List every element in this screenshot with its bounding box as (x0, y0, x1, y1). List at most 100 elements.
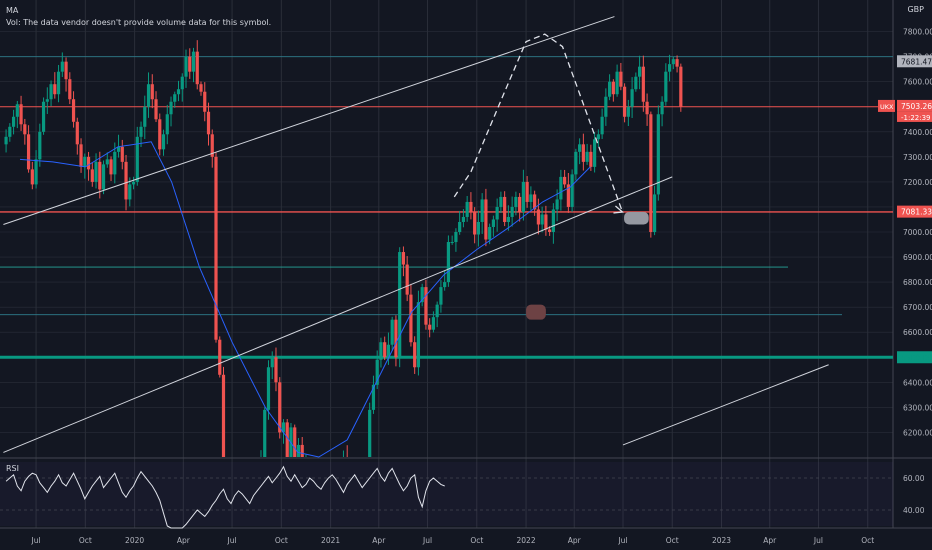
candle-body (548, 229, 552, 232)
time-tick-label: 2022 (517, 536, 536, 545)
candle-body (480, 199, 484, 222)
time-tick-label: Oct (666, 536, 679, 545)
candle-body (169, 101, 173, 115)
price-badge (897, 351, 932, 364)
volume-legend[interactable]: Vol: The data vendor doesn't provide vol… (6, 18, 272, 27)
candle-body (203, 91, 207, 112)
candle-body (101, 164, 106, 190)
time-tick-label: Apr (372, 536, 386, 545)
candle-body (390, 319, 394, 345)
candle-body (559, 176, 563, 200)
candle-body (150, 84, 154, 100)
candle-body (38, 131, 42, 160)
candle-body (454, 232, 458, 243)
price-badge (897, 55, 932, 68)
candle-body (446, 242, 451, 283)
candle-body (585, 151, 589, 162)
candle-body (146, 84, 151, 107)
candle-body (34, 159, 38, 185)
candle-body (634, 76, 638, 90)
candle-body (581, 144, 585, 162)
candle-body (544, 214, 548, 230)
candle-body (563, 176, 567, 185)
candle-body (660, 101, 664, 115)
candle-body (86, 156, 91, 170)
candle-body (293, 427, 297, 457)
candle-body (131, 181, 136, 185)
trendline (622, 364, 829, 446)
price-tick-label: 6400.00 (903, 378, 932, 387)
price-tick-label: 7400.00 (903, 128, 932, 137)
candle-body (83, 156, 87, 167)
rsi-legend[interactable]: RSI (6, 464, 19, 473)
candle-body (551, 209, 555, 232)
candle-body (540, 214, 544, 225)
candle-body (645, 101, 649, 115)
time-tick-label: Apr (177, 536, 191, 545)
lower-zone (526, 304, 546, 320)
candle-body (637, 66, 642, 77)
time-axis[interactable]: Jul Oct 2020 Apr Jul Oct 2021 Apr Jul Oct 2022 Apr J… (31, 536, 875, 545)
candle-body (383, 342, 387, 358)
candle-body (431, 317, 436, 330)
time-tick-label: Oct (275, 536, 288, 545)
candle-body (608, 81, 612, 97)
candle-body (19, 104, 23, 125)
trendlines[interactable] (3, 16, 829, 453)
candle-body (379, 342, 383, 360)
price-tick-label: 6200.00 (903, 428, 932, 437)
candle-body (210, 134, 214, 157)
rsi-tick-label: 40.00 (903, 506, 925, 515)
candle-body (465, 201, 469, 217)
projection-path[interactable] (453, 33, 625, 214)
candle-body (671, 59, 675, 65)
candle-body (105, 159, 109, 165)
currency-label: GBP (907, 5, 924, 14)
price-axis[interactable]: 7800.007700.007600.007400.007300.007200.… (878, 28, 932, 515)
price-tick-label: 7000.00 (903, 228, 932, 237)
price-tick-label: 7600.00 (903, 78, 932, 87)
candle-body (296, 444, 301, 457)
candle-body (566, 184, 570, 207)
candle-body (128, 184, 132, 200)
candle-body (124, 161, 128, 200)
candle-body (574, 151, 578, 175)
candle-body (49, 84, 53, 100)
price-badge-label: 6500.00 (901, 353, 932, 362)
candle-body (506, 216, 510, 222)
time-tick-label: Jul (227, 536, 237, 545)
candle-body (98, 161, 102, 190)
candle-body (428, 324, 432, 330)
price-tick-label: 6900.00 (903, 253, 932, 262)
candle-body (596, 134, 600, 140)
candle-body (285, 422, 289, 457)
time-tick-label: Jul (617, 536, 627, 545)
candle-body (667, 64, 672, 72)
candle-body (191, 51, 196, 72)
candle-body (184, 56, 188, 77)
candle-body (176, 89, 181, 95)
candle-body (536, 209, 540, 225)
candle-body (75, 121, 79, 145)
candle-body (510, 206, 514, 217)
candle-body (488, 226, 492, 240)
candle-body (626, 106, 630, 117)
rsi-tick-label: 60.00 (903, 474, 925, 483)
candle-body (45, 99, 49, 102)
candle-body (41, 101, 46, 132)
price-tick-label: 7800.00 (903, 28, 932, 37)
candle-body (424, 287, 428, 325)
candle-body (518, 196, 522, 212)
candle-body (60, 61, 64, 72)
ma-legend[interactable]: MA (6, 6, 19, 15)
candle-body (652, 194, 657, 232)
time-tick-label: Jul (813, 536, 823, 545)
countdown-label: -1:22:39 (901, 114, 931, 122)
price-zones[interactable] (526, 211, 649, 320)
price-badge-label: 7503.26 (901, 102, 932, 111)
time-tick-label: Oct (470, 536, 483, 545)
candle-body (135, 136, 139, 182)
candle-body (113, 151, 117, 175)
candle-body (615, 71, 619, 95)
